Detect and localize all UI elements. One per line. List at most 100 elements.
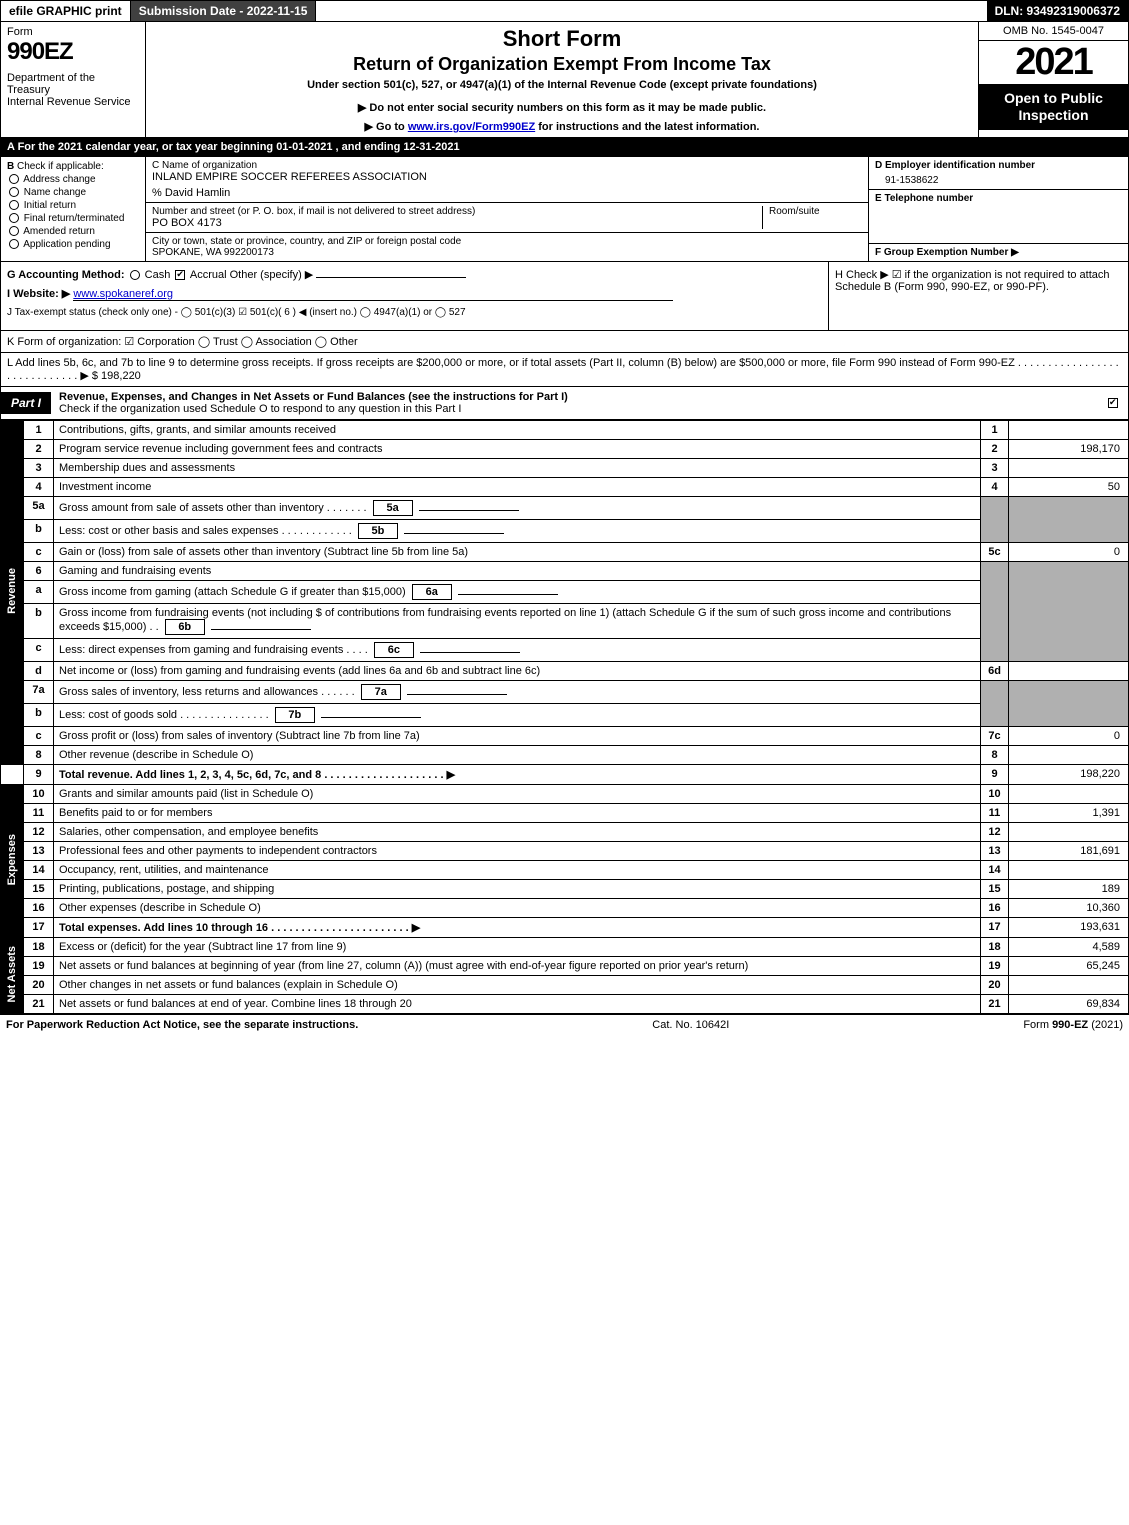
ein-value: 91-1538622 <box>875 171 1122 186</box>
chk-initial-return[interactable]: Initial return <box>7 200 139 211</box>
chk-address-change[interactable]: Address change <box>7 174 139 185</box>
i-label: I Website: ▶ <box>7 288 70 300</box>
line-9-ref: 9 <box>981 765 1009 785</box>
line-7a-num: 7a <box>24 681 54 704</box>
line-6-desc: Gaming and fundraising events <box>54 562 981 581</box>
d-ein-block: D Employer identification number 91-1538… <box>869 157 1128 190</box>
part1-tag: Part I <box>1 392 51 414</box>
line-11-num: 11 <box>24 804 54 823</box>
line-4-desc: Investment income <box>54 478 981 497</box>
line-1-num: 1 <box>24 421 54 440</box>
grey-7ab-amt <box>1009 681 1129 727</box>
goto-link-line: ▶ Go to www.irs.gov/Form990EZ for instru… <box>152 120 972 133</box>
line-14-num: 14 <box>24 861 54 880</box>
website-link[interactable]: www.spokaneref.org <box>73 288 173 300</box>
line-3-desc: Membership dues and assessments <box>54 459 981 478</box>
line-17-ref: 17 <box>981 918 1009 938</box>
line-6c-num: c <box>24 639 54 662</box>
chk-final-return[interactable]: Final return/terminated <box>7 213 139 224</box>
part1-schedO-check[interactable] <box>1098 397 1128 409</box>
line-3-amt <box>1009 459 1129 478</box>
e-tel-block: E Telephone number <box>869 190 1128 244</box>
side-netassets: Net Assets <box>1 938 24 1014</box>
grey-6abc <box>981 562 1009 662</box>
check-accrual[interactable] <box>175 270 185 280</box>
line-13-amt: 181,691 <box>1009 842 1129 861</box>
line-6d-num: d <box>24 662 54 681</box>
b-check-label: Check if applicable: <box>17 161 104 172</box>
line-13-num: 13 <box>24 842 54 861</box>
line-9-desc: Total revenue. Add lines 1, 2, 3, 4, 5c,… <box>54 765 981 785</box>
line-17-num: 17 <box>24 918 54 938</box>
line-19-ref: 19 <box>981 957 1009 976</box>
return-title: Return of Organization Exempt From Incom… <box>152 54 972 75</box>
c-name-block: C Name of organization INLAND EMPIRE SOC… <box>146 157 868 203</box>
chk-name-change[interactable]: Name change <box>7 187 139 198</box>
radio-cash[interactable] <box>130 270 140 280</box>
part1-table: Revenue 1 Contributions, gifts, grants, … <box>0 420 1129 1014</box>
submission-date-button[interactable]: Submission Date - 2022-11-15 <box>131 1 317 21</box>
form-number: 990EZ <box>7 38 139 66</box>
b-label: B <box>7 161 14 172</box>
part1-title: Revenue, Expenses, and Changes in Net As… <box>51 387 1098 419</box>
line-18-desc: Excess or (deficit) for the year (Subtra… <box>54 938 981 957</box>
irs-link[interactable]: www.irs.gov/Form990EZ <box>408 121 535 133</box>
short-form-title: Short Form <box>152 26 972 52</box>
line-7c-amt: 0 <box>1009 727 1129 746</box>
i-website-line: I Website: ▶ www.spokaneref.org <box>7 287 822 301</box>
g-accounting-line: G Accounting Method: Cash Accrual Other … <box>7 268 822 281</box>
goto-post: for instructions and the latest informat… <box>535 121 759 133</box>
footer-left: For Paperwork Reduction Act Notice, see … <box>6 1019 358 1031</box>
line-18-num: 18 <box>24 938 54 957</box>
c-city-block: City or town, state or province, country… <box>146 233 868 261</box>
line-14-amt <box>1009 861 1129 880</box>
line-21-desc: Net assets or fund balances at end of ye… <box>54 995 981 1014</box>
line-18-ref: 18 <box>981 938 1009 957</box>
line-1-ref: 1 <box>981 421 1009 440</box>
line-10-desc: Grants and similar amounts paid (list in… <box>54 785 981 804</box>
section-bcdef: B Check if applicable: Address change Na… <box>0 157 1129 262</box>
f-group-block: F Group Exemption Number ▶ <box>869 244 1128 261</box>
side-expenses: Expenses <box>1 785 24 938</box>
line-6b-num: b <box>24 604 54 639</box>
line-15-amt: 189 <box>1009 880 1129 899</box>
efile-print-button[interactable]: efile GRAPHIC print <box>1 1 131 21</box>
chk-application-pending[interactable]: Application pending <box>7 239 139 250</box>
line-7c-desc: Gross profit or (loss) from sales of inv… <box>54 727 981 746</box>
line-6b-desc: Gross income from fundraising events (no… <box>54 604 981 639</box>
line-14-ref: 14 <box>981 861 1009 880</box>
line-18-amt: 4,589 <box>1009 938 1129 957</box>
org-name: INLAND EMPIRE SOCCER REFEREES ASSOCIATIO… <box>152 171 862 183</box>
other-specify-input[interactable] <box>316 277 466 278</box>
line-7c-ref: 7c <box>981 727 1009 746</box>
line-4-num: 4 <box>24 478 54 497</box>
form-word: Form <box>7 26 139 38</box>
row-l: L Add lines 5b, 6c, and 7b to line 9 to … <box>0 353 1129 387</box>
row-k: K Form of organization: ☑ Corporation ◯ … <box>0 331 1129 353</box>
line-9-amt: 198,220 <box>1009 765 1129 785</box>
line-8-num: 8 <box>24 746 54 765</box>
line-17-amt: 193,631 <box>1009 918 1129 938</box>
line-12-ref: 12 <box>981 823 1009 842</box>
line-10-num: 10 <box>24 785 54 804</box>
line-7c-num: c <box>24 727 54 746</box>
page-footer: For Paperwork Reduction Act Notice, see … <box>0 1014 1129 1035</box>
header-left: Form 990EZ Department of the Treasury In… <box>1 22 146 137</box>
line-8-desc: Other revenue (describe in Schedule O) <box>54 746 981 765</box>
line-21-ref: 21 <box>981 995 1009 1014</box>
part1-header: Part I Revenue, Expenses, and Changes in… <box>0 387 1129 420</box>
line-12-desc: Salaries, other compensation, and employ… <box>54 823 981 842</box>
col-c: C Name of organization INLAND EMPIRE SOC… <box>146 157 868 261</box>
line-21-amt: 69,834 <box>1009 995 1129 1014</box>
line-19-amt: 65,245 <box>1009 957 1129 976</box>
line-15-ref: 15 <box>981 880 1009 899</box>
line-1-amt <box>1009 421 1129 440</box>
line-15-num: 15 <box>24 880 54 899</box>
city-value: SPOKANE, WA 992200173 <box>152 247 862 258</box>
group-label: F Group Exemption Number ▶ <box>875 247 1019 258</box>
header-right: OMB No. 1545-0047 2021 Open to Public In… <box>978 22 1128 137</box>
chk-amended-return[interactable]: Amended return <box>7 226 139 237</box>
line-8-amt <box>1009 746 1129 765</box>
ein-label: D Employer identification number <box>875 160 1122 171</box>
line-8-ref: 8 <box>981 746 1009 765</box>
